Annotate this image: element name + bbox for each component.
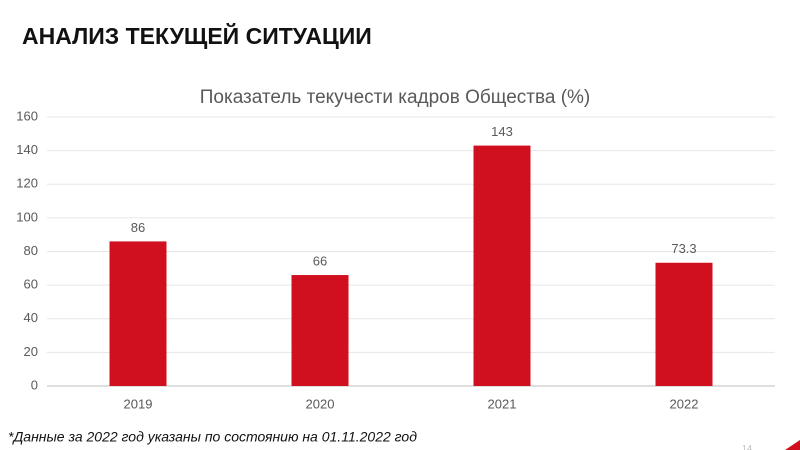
footnote: *Данные за 2022 год указаны по состоянию… xyxy=(8,429,417,445)
bar xyxy=(109,241,167,386)
bar xyxy=(473,145,531,386)
y-tick-label: 40 xyxy=(24,310,38,325)
slide-heading: АНАЛИЗ ТЕКУЩЕЙ СИТУАЦИИ xyxy=(22,22,372,49)
data-label: 73.3 xyxy=(671,241,696,256)
bar xyxy=(655,262,713,386)
page-number: 14 xyxy=(742,443,752,450)
x-tick-label: 2019 xyxy=(124,396,153,411)
chart-title: Показатель текучести кадров Общества (%) xyxy=(200,87,591,108)
y-tick-label: 60 xyxy=(24,277,38,292)
corner-mark xyxy=(785,440,800,450)
y-tick-label: 140 xyxy=(16,142,38,157)
x-tick-label: 2020 xyxy=(306,396,335,411)
data-label: 86 xyxy=(131,220,145,235)
y-tick-label: 100 xyxy=(16,209,38,224)
x-tick-label: 2021 xyxy=(488,396,517,411)
data-label: 66 xyxy=(313,253,327,268)
data-label: 143 xyxy=(491,124,513,139)
y-tick-label: 160 xyxy=(16,108,38,123)
bar xyxy=(291,275,349,386)
x-tick-label: 2022 xyxy=(670,396,699,411)
y-tick-label: 80 xyxy=(24,243,38,258)
y-tick-label: 120 xyxy=(16,176,38,191)
y-tick-label: 20 xyxy=(24,344,38,359)
y-tick-label: 0 xyxy=(31,377,38,392)
